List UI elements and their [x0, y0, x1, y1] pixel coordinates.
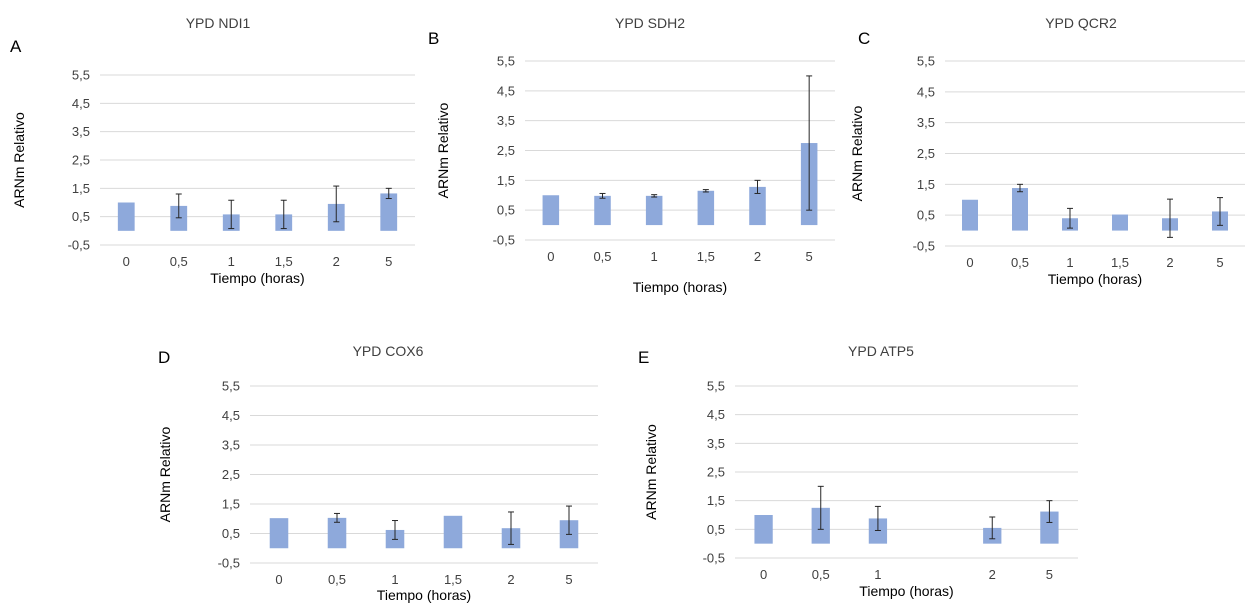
y-tick-label: 5,5: [222, 379, 240, 394]
x-tick-label: 0: [966, 255, 973, 270]
y-axis-title: ARNm Relativo: [157, 426, 173, 522]
panel-letter: A: [10, 37, 22, 56]
y-tick-label: 3,5: [72, 124, 90, 139]
x-tick-label: 5: [806, 249, 813, 264]
x-tick-label: 0: [275, 572, 282, 587]
chart-title: YPD NDI1: [186, 15, 251, 31]
y-tick-label: 4,5: [497, 83, 515, 98]
bar: [646, 196, 663, 225]
x-tick-label: 0,5: [593, 249, 611, 264]
y-axis-title: ARNm Relativo: [11, 112, 27, 208]
bar: [380, 193, 397, 230]
x-tick-label: 2: [507, 572, 514, 587]
y-tick-label: 3,5: [222, 438, 240, 453]
x-axis-title: Tiempo (horas): [859, 583, 953, 599]
bar: [1112, 215, 1128, 231]
x-tick-label: 1,5: [697, 249, 715, 264]
x-tick-label: 2: [333, 254, 340, 269]
x-tick-label: 1: [391, 572, 398, 587]
panel-letter: C: [858, 29, 870, 48]
x-axis-title: Tiempo (horas): [1048, 271, 1142, 287]
y-tick-label: -0,5: [218, 556, 240, 571]
x-tick-label: 2: [989, 567, 996, 582]
y-tick-label: -0,5: [68, 238, 90, 253]
y-tick-label: 2,5: [72, 153, 90, 168]
panel-letter: D: [158, 348, 170, 367]
y-tick-label: 1,5: [707, 493, 725, 508]
x-tick-label: 5: [1046, 567, 1053, 582]
y-tick-label: -0,5: [493, 233, 515, 248]
x-tick-label: 1: [1066, 255, 1073, 270]
y-tick-label: 2,5: [917, 146, 935, 161]
y-tick-label: 5,5: [917, 54, 935, 69]
y-tick-label: 4,5: [707, 407, 725, 422]
bar: [270, 518, 289, 548]
bar: [594, 196, 611, 225]
bar: [962, 200, 978, 231]
y-tick-label: 4,5: [917, 84, 935, 99]
y-tick-label: 1,5: [917, 177, 935, 192]
x-tick-label: 1,5: [1111, 255, 1129, 270]
y-tick-label: 1,5: [222, 497, 240, 512]
y-tick-label: 3,5: [917, 115, 935, 130]
y-axis-title: ARNm Relativo: [435, 102, 451, 198]
x-tick-label: 0,5: [812, 567, 830, 582]
bar: [698, 191, 715, 225]
bar: [754, 515, 772, 544]
x-tick-label: 0: [123, 254, 130, 269]
x-tick-label: 1: [228, 254, 235, 269]
chart-title: YPD SDH2: [615, 15, 685, 31]
bar: [543, 195, 560, 225]
x-axis-title: Tiempo (horas): [210, 270, 304, 286]
x-tick-label: 0,5: [1011, 255, 1029, 270]
x-axis-title: Tiempo (horas): [633, 279, 727, 295]
x-tick-label: 5: [385, 254, 392, 269]
x-tick-label: 5: [1216, 255, 1223, 270]
y-tick-label: 4,5: [72, 96, 90, 111]
y-tick-label: 1,5: [72, 181, 90, 196]
y-tick-label: 0,5: [917, 208, 935, 223]
y-tick-label: 5,5: [707, 379, 725, 394]
y-tick-label: 0,5: [497, 203, 515, 218]
x-tick-label: 1,5: [444, 572, 462, 587]
y-axis-title: ARNm Relativo: [849, 105, 865, 201]
y-tick-label: 1,5: [497, 173, 515, 188]
x-tick-label: 0: [760, 567, 767, 582]
y-tick-label: 0,5: [222, 526, 240, 541]
y-tick-label: 5,5: [497, 54, 515, 69]
bar: [118, 203, 135, 231]
x-tick-label: 2: [1166, 255, 1173, 270]
y-tick-label: 2,5: [707, 465, 725, 480]
bar: [444, 516, 463, 548]
y-axis-title: ARNm Relativo: [643, 424, 659, 520]
y-tick-label: 5,5: [72, 68, 90, 83]
x-tick-label: 1: [874, 567, 881, 582]
x-tick-label: 1,5: [275, 254, 293, 269]
chart-title: YPD ATP5: [848, 343, 914, 359]
x-tick-label: 0,5: [328, 572, 346, 587]
y-tick-label: 3,5: [707, 436, 725, 451]
x-tick-label: 0,5: [170, 254, 188, 269]
y-tick-label: 0,5: [72, 209, 90, 224]
y-tick-label: 2,5: [497, 143, 515, 158]
y-tick-label: 3,5: [497, 113, 515, 128]
chart-title: YPD QCR2: [1045, 15, 1117, 31]
x-tick-label: 5: [565, 572, 572, 587]
y-tick-label: -0,5: [703, 551, 725, 566]
x-tick-label: 2: [754, 249, 761, 264]
x-axis-title: Tiempo (horas): [377, 587, 471, 603]
bar: [1012, 188, 1028, 231]
y-tick-label: 2,5: [222, 467, 240, 482]
x-tick-label: 1: [651, 249, 658, 264]
y-tick-label: 0,5: [707, 522, 725, 537]
y-tick-label: -0,5: [913, 239, 935, 254]
x-tick-label: 0: [547, 249, 554, 264]
panel-letter: E: [638, 348, 649, 367]
y-tick-label: 4,5: [222, 408, 240, 423]
chart-title: YPD COX6: [353, 343, 424, 359]
panel-letter: B: [428, 29, 439, 48]
